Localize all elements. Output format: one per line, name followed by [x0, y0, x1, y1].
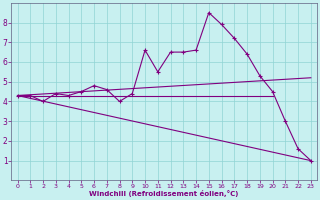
X-axis label: Windchill (Refroidissement éolien,°C): Windchill (Refroidissement éolien,°C): [90, 190, 239, 197]
